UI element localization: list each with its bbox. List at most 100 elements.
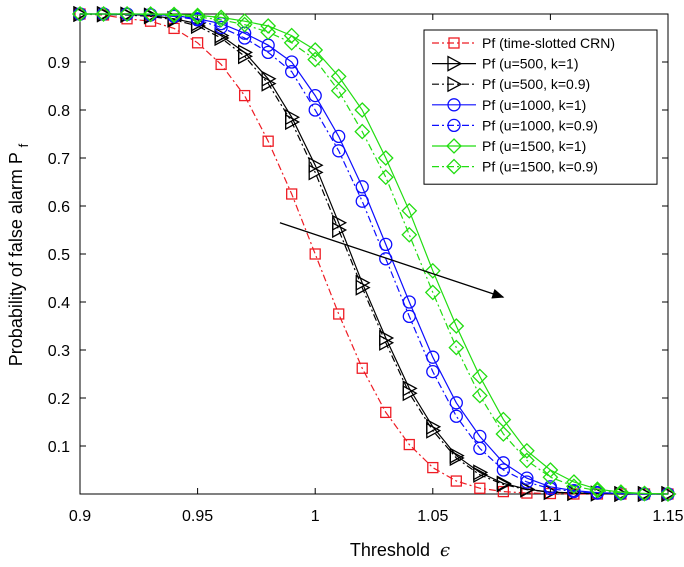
legend-entry: Pf (u=1500, k=0.9) — [432, 159, 598, 175]
data-point — [166, 7, 182, 24]
data-point — [189, 8, 206, 25]
data-point — [285, 113, 301, 131]
data-point — [543, 483, 559, 501]
data-point — [496, 476, 512, 493]
x-tick-label: 1.05 — [417, 508, 448, 525]
legend-entry: Pf (time-slotted CRN) — [432, 35, 615, 51]
data-point — [449, 396, 463, 410]
data-point — [307, 42, 324, 58]
data-point — [285, 64, 299, 79]
data-point — [261, 75, 277, 92]
data-point — [402, 309, 416, 324]
data-point — [355, 180, 369, 194]
data-point — [166, 6, 182, 23]
legend-label: Pf (u=1000, k=0.9) — [482, 117, 598, 133]
data-point — [286, 188, 298, 200]
legend-label: Pf (u=500, k=1) — [482, 56, 579, 72]
data-point — [520, 475, 534, 489]
data-point — [471, 368, 488, 385]
data-point — [377, 150, 394, 166]
data-point — [260, 18, 277, 34]
legend-label: Pf (time-slotted CRN) — [482, 35, 615, 51]
legend-entry: Pf (u=500, k=0.9) — [432, 76, 590, 93]
data-point — [450, 475, 462, 487]
data-point — [566, 474, 582, 490]
legend-entry: Pf (u=1000, k=1) — [432, 97, 586, 113]
data-point — [520, 481, 536, 498]
x-tick-label: 0.95 — [182, 508, 213, 525]
data-point — [542, 469, 559, 486]
y-tick-label: 0.5 — [48, 247, 70, 264]
legend-marker — [447, 118, 461, 133]
y-tick-label: 0.2 — [48, 391, 70, 408]
data-point — [542, 462, 559, 478]
legend-entry: Pf (u=500, k=1) — [432, 55, 579, 72]
y-tick-label: 0.8 — [48, 103, 70, 120]
data-point — [613, 485, 629, 501]
series-line — [80, 13, 669, 495]
data-point — [332, 221, 348, 239]
data-point — [214, 20, 228, 35]
data-point — [238, 89, 251, 102]
data-point — [448, 339, 465, 356]
data-point — [354, 123, 371, 140]
y-tick-label: 0.6 — [48, 199, 70, 216]
series-line — [79, 13, 668, 495]
y-tick-label: 0.4 — [48, 295, 70, 312]
x-tick-label: 0.9 — [69, 508, 91, 525]
data-point — [307, 51, 324, 68]
data-point — [424, 284, 441, 301]
data-point — [543, 482, 558, 496]
data-point — [237, 48, 254, 65]
data-point — [333, 308, 345, 320]
x-axis-label-text: Threshold — [350, 540, 430, 560]
data-point — [427, 461, 439, 474]
data-point — [190, 13, 205, 27]
data-point — [119, 6, 135, 22]
data-point — [355, 194, 369, 208]
data-point — [189, 7, 206, 24]
series-7 — [72, 6, 676, 502]
data-point — [401, 226, 418, 243]
data-point — [236, 16, 253, 33]
data-point — [354, 102, 371, 118]
data-point — [330, 82, 347, 99]
data-point — [332, 129, 346, 144]
data-point — [237, 26, 252, 40]
x-tick-label: 1.1 — [539, 508, 561, 525]
data-point — [636, 485, 653, 502]
series-1 — [74, 8, 674, 500]
y-tick-label: 0.9 — [48, 55, 70, 72]
data-point — [449, 449, 465, 467]
x-axis-label: Threshold ϵ — [350, 540, 450, 561]
x-tick-label: 1 — [311, 508, 320, 525]
data-point — [471, 387, 488, 404]
data-point — [72, 6, 88, 22]
data-point — [142, 6, 159, 23]
legend-marker — [446, 138, 462, 154]
data-point — [309, 248, 321, 260]
data-point — [261, 45, 275, 60]
data-point — [496, 463, 511, 477]
series-line — [79, 13, 668, 495]
legend-marker — [446, 158, 462, 175]
data-point — [380, 406, 392, 419]
data-point — [589, 482, 606, 499]
data-point — [283, 34, 300, 51]
legend-marker — [447, 55, 463, 72]
legend-label: Pf (u=1500, k=1) — [482, 138, 586, 154]
data-point — [356, 362, 368, 374]
x-tick-label: 1.15 — [652, 508, 683, 525]
legend-marker — [447, 76, 463, 93]
data-point — [379, 252, 393, 266]
data-point — [213, 11, 230, 28]
data-point — [496, 456, 511, 470]
legend-entry: Pf (u=1000, k=0.9) — [432, 117, 598, 133]
data-point — [262, 135, 274, 147]
legend-marker — [448, 37, 460, 49]
series-line — [80, 13, 669, 495]
data-point — [379, 334, 395, 351]
legend-label: Pf (u=500, k=0.9) — [482, 76, 590, 92]
data-point — [474, 482, 486, 494]
